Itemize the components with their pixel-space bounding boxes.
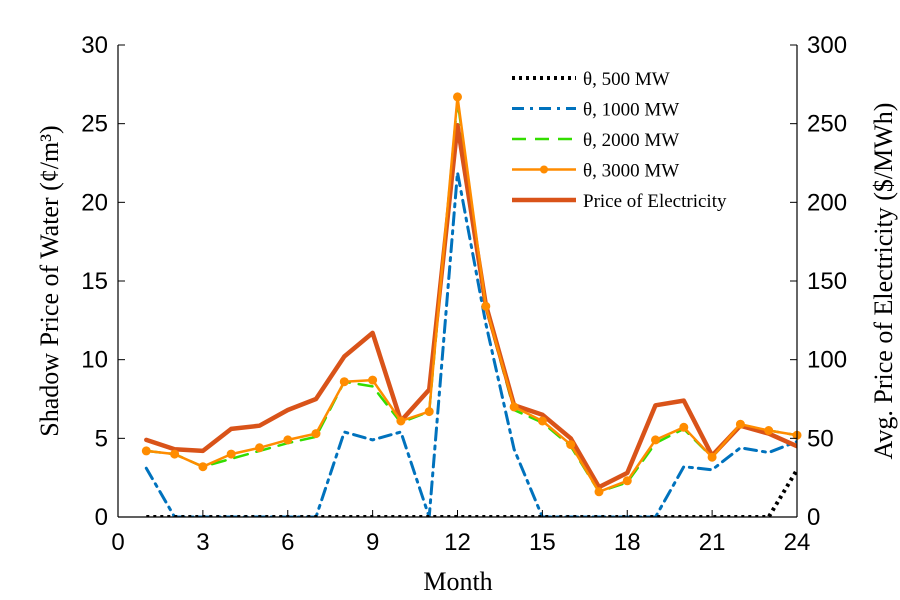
series-point bbox=[424, 407, 434, 417]
series-point bbox=[566, 440, 576, 450]
legend: θ, 500 MW θ, 1000 MW θ, 2000 MW θ, 3000 MW P… bbox=[512, 69, 727, 212]
series-point bbox=[735, 419, 745, 429]
y-tick-label-left: 0 bbox=[95, 504, 108, 531]
x-axis-label: Month bbox=[423, 567, 492, 596]
y-tick-label-right: 150 bbox=[807, 268, 847, 295]
x-tick-label: 15 bbox=[529, 529, 556, 556]
y-tick-label-right: 50 bbox=[807, 425, 834, 452]
y-tick-label-right: 0 bbox=[807, 504, 820, 531]
x-tick-label: 12 bbox=[444, 529, 471, 556]
y-tick-label-left: 25 bbox=[81, 111, 108, 138]
series-point bbox=[396, 416, 406, 426]
series-point bbox=[537, 416, 547, 426]
series-point bbox=[311, 429, 321, 439]
series-line-0 bbox=[146, 468, 797, 517]
series-line-4 bbox=[144, 122, 797, 490]
series-point bbox=[283, 435, 293, 445]
axes: Month Shadow Price of Water (¢/m³) Avg. … bbox=[35, 32, 898, 596]
series-point bbox=[481, 301, 491, 311]
series-point bbox=[453, 92, 462, 102]
series-line-3 bbox=[145, 95, 797, 494]
legend-entry: θ, 2000 MW bbox=[583, 130, 679, 151]
series-point bbox=[170, 449, 180, 459]
series-point bbox=[764, 426, 774, 435]
x-tick-label: 9 bbox=[366, 529, 379, 556]
plot-area bbox=[141, 92, 802, 517]
y-tick-label-left: 5 bbox=[95, 425, 108, 452]
legend-entry: Price of Electricity bbox=[583, 191, 727, 212]
legend-entry: θ, 500 MW bbox=[583, 69, 670, 90]
series-line-1 bbox=[144, 170, 797, 517]
x-tick-label: 6 bbox=[281, 529, 294, 556]
series-point bbox=[255, 443, 264, 453]
y-tick-label-right: 200 bbox=[807, 189, 847, 216]
legend-marker bbox=[540, 165, 548, 174]
x-tick-label: 0 bbox=[111, 529, 124, 556]
y-tick-label-left: 10 bbox=[81, 347, 108, 374]
series-point bbox=[651, 435, 660, 445]
x-tick-label: 24 bbox=[784, 529, 811, 556]
y-tick-label-right: 300 bbox=[807, 32, 847, 59]
y-tick-label-left: 15 bbox=[81, 268, 108, 295]
y-tick-label-right: 100 bbox=[807, 347, 847, 374]
y-axis-label-right: Avg. Price of Electricity ($/MWh) bbox=[869, 103, 898, 460]
series-point bbox=[679, 422, 689, 432]
x-tick-label: 21 bbox=[699, 529, 726, 556]
series-point bbox=[226, 449, 236, 459]
series-point bbox=[509, 402, 519, 412]
series-point bbox=[622, 476, 632, 486]
x-tick-label: 3 bbox=[196, 529, 209, 556]
y-axis-label-left: Shadow Price of Water (¢/m³) bbox=[35, 125, 64, 436]
series-point bbox=[707, 452, 717, 462]
series-point bbox=[339, 377, 349, 387]
x-tick-label: 18 bbox=[614, 529, 641, 556]
series-point bbox=[141, 446, 151, 456]
series-point bbox=[368, 375, 378, 385]
series-point bbox=[594, 487, 604, 497]
series-point bbox=[198, 462, 208, 472]
y-tick-label-right: 250 bbox=[807, 111, 847, 138]
y-tick-label-left: 20 bbox=[81, 189, 108, 216]
legend-entry: θ, 3000 MW bbox=[583, 161, 679, 182]
y-tick-label-left: 30 bbox=[81, 32, 108, 59]
legend-entry: θ, 1000 MW bbox=[583, 100, 679, 121]
